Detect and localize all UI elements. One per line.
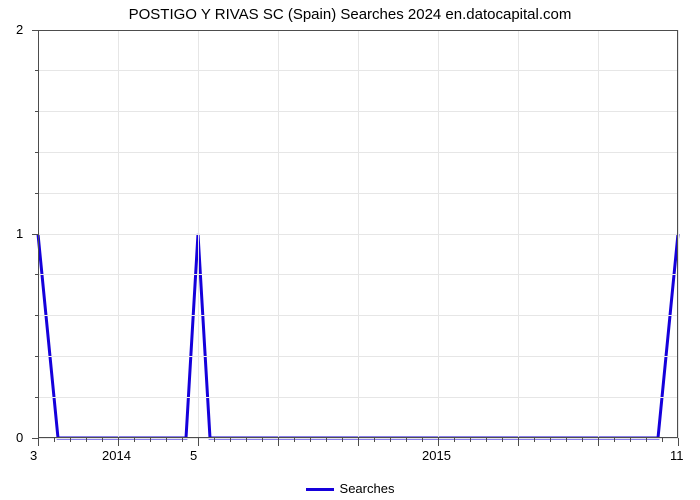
x-tick-label: 11 <box>670 448 684 463</box>
x-tick-minor <box>406 438 407 442</box>
axis-left <box>38 30 39 438</box>
y-tick-label: 0 <box>16 430 23 445</box>
axis-right <box>677 30 678 438</box>
x-tick-minor <box>566 438 567 442</box>
chart-title: POSTIGO Y RIVAS SC (Spain) Searches 2024… <box>0 6 700 23</box>
x-tick-minor <box>246 438 247 442</box>
x-tick-minor <box>534 438 535 442</box>
x-tick-label: 3 <box>30 448 37 463</box>
plot-area <box>38 30 678 438</box>
x-tick-minor <box>214 438 215 442</box>
x-tick-minor <box>374 438 375 442</box>
x-tick <box>678 438 679 446</box>
x-category-label: 2014 <box>102 448 131 463</box>
grid-v <box>198 30 199 438</box>
y-tick-minor <box>35 356 38 357</box>
x-tick <box>518 438 519 446</box>
x-tick-minor <box>614 438 615 442</box>
x-tick <box>598 438 599 446</box>
legend-swatch <box>306 488 334 491</box>
x-tick-minor <box>662 438 663 442</box>
x-tick-minor <box>550 438 551 442</box>
y-tick-minor <box>35 274 38 275</box>
y-tick-minor <box>35 70 38 71</box>
y-tick-minor <box>35 397 38 398</box>
y-tick-minor <box>35 193 38 194</box>
x-tick-minor <box>182 438 183 442</box>
x-tick-minor <box>502 438 503 442</box>
grid-v <box>438 30 439 438</box>
y-tick-minor <box>35 315 38 316</box>
chart-container: { "chart": { "type": "line", "title": "P… <box>0 0 700 500</box>
x-tick-minor <box>390 438 391 442</box>
x-tick-label: 5 <box>190 448 197 463</box>
x-tick <box>358 438 359 446</box>
x-tick <box>438 438 439 446</box>
x-tick-minor <box>150 438 151 442</box>
y-tick-minor <box>35 152 38 153</box>
x-tick-minor <box>422 438 423 442</box>
x-tick-minor <box>230 438 231 442</box>
x-tick <box>38 438 39 446</box>
grid-v <box>278 30 279 438</box>
x-tick-minor <box>262 438 263 442</box>
x-tick-minor <box>470 438 471 442</box>
legend: Searches <box>0 481 700 496</box>
x-tick-minor <box>86 438 87 442</box>
y-tick <box>32 30 38 31</box>
x-tick-minor <box>646 438 647 442</box>
x-tick-minor <box>70 438 71 442</box>
grid-v <box>518 30 519 438</box>
x-tick-minor <box>54 438 55 442</box>
x-tick-minor <box>166 438 167 442</box>
x-tick-minor <box>486 438 487 442</box>
y-tick <box>32 234 38 235</box>
y-tick-label: 2 <box>16 22 23 37</box>
grid-v <box>358 30 359 438</box>
x-tick-minor <box>294 438 295 442</box>
x-tick-minor <box>310 438 311 442</box>
y-tick <box>32 438 38 439</box>
x-tick-minor <box>134 438 135 442</box>
x-tick-minor <box>102 438 103 442</box>
y-tick-label: 1 <box>16 226 23 241</box>
grid-v <box>118 30 119 438</box>
grid-v <box>598 30 599 438</box>
legend-label: Searches <box>340 481 395 496</box>
x-tick <box>278 438 279 446</box>
axis-top <box>38 30 678 31</box>
x-tick-minor <box>582 438 583 442</box>
x-tick-minor <box>630 438 631 442</box>
x-tick <box>198 438 199 446</box>
x-tick <box>118 438 119 446</box>
x-tick-minor <box>342 438 343 442</box>
x-tick-minor <box>326 438 327 442</box>
y-tick-minor <box>35 111 38 112</box>
x-category-label: 2015 <box>422 448 451 463</box>
x-tick-minor <box>454 438 455 442</box>
